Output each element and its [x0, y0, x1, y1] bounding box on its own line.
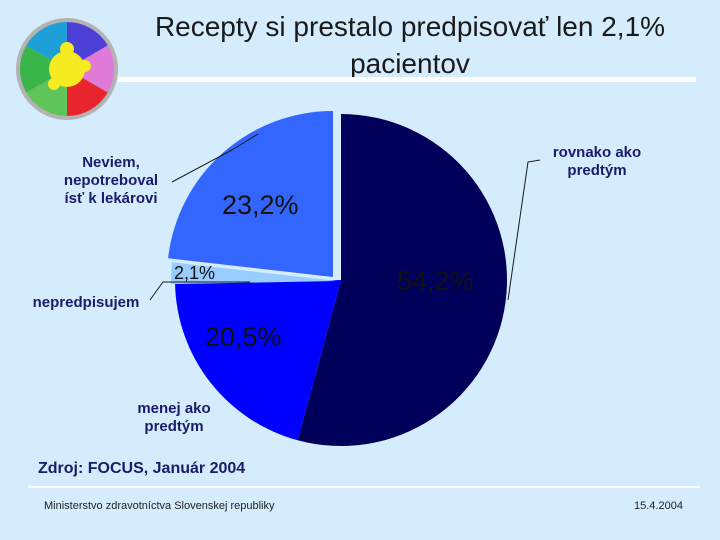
leader-dunno: [171, 133, 259, 183]
leader-same: [507, 159, 541, 301]
leader-stopped: [149, 281, 250, 301]
label-same: rovnako ako predtým: [552, 144, 642, 179]
footer-rule: [28, 486, 700, 488]
value-label-less: 20,5%: [205, 322, 282, 352]
puzzle-logo-icon: [16, 18, 118, 120]
pie-slice-stopped: [171, 262, 337, 285]
title-rule: [118, 77, 696, 82]
pie-slice-same: [297, 114, 508, 447]
value-label-stopped: 2,1%: [174, 263, 216, 283]
slide-title: Recepty si prestalo predpisovať len 2,1%…: [154, 11, 666, 79]
value-label-same: 54,2%: [397, 266, 474, 296]
footer-ministry: Ministerstvo zdravotníctva Slovenskej re…: [44, 500, 275, 512]
pie-slice-dunno: [168, 111, 333, 277]
footer-date: 15.4.2004: [634, 500, 683, 512]
source-note: Zdroj: FOCUS, Január 2004: [38, 460, 246, 477]
pie-slice-less: [175, 280, 341, 441]
value-label-dunno: 23,2%: [222, 190, 299, 220]
label-less: menej ako predtým: [137, 400, 211, 435]
label-stopped: nepredpisujem: [32, 294, 140, 311]
label-dunno: Neviem, nepotreboval ísť k lekárovi: [63, 154, 159, 207]
